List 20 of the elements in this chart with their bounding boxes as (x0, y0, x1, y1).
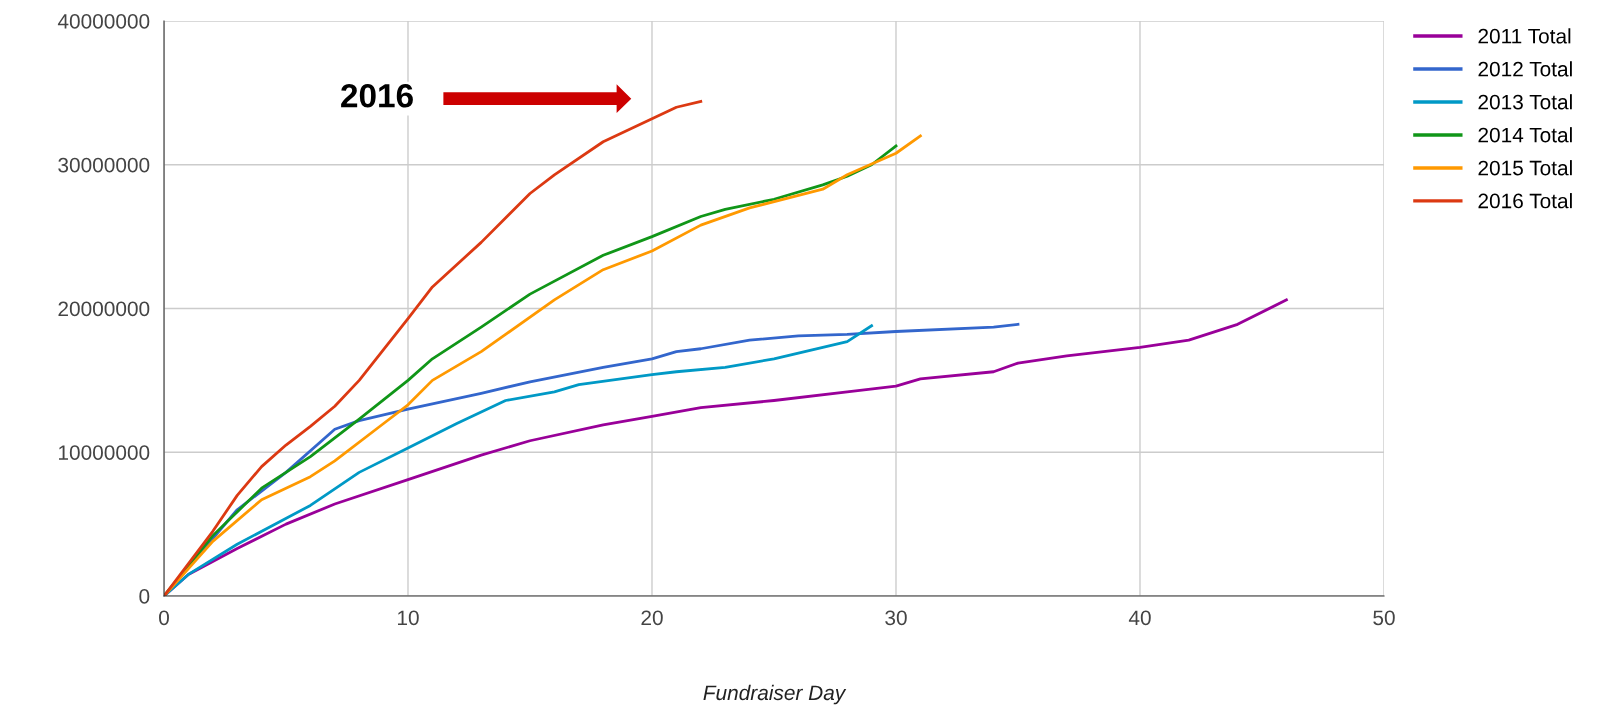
y-tick-label: 10000000 (59, 445, 150, 460)
x-tick-label: 10 (398, 610, 419, 626)
legend-label: 2015 Total (1478, 160, 1572, 176)
legend-label: 2013 Total (1478, 94, 1572, 110)
legend-label: 2012 Total (1478, 61, 1572, 77)
legend-label: 2011 Total (1478, 28, 1571, 44)
x-axis-title: Fundraiser Day (703, 684, 847, 705)
x-tick-label: 20 (641, 610, 663, 626)
x-tick-label: 50 (1373, 610, 1395, 626)
line-series (164, 324, 873, 596)
y-tick-label: 30000000 (58, 157, 150, 173)
legend-label: 2016 Total (1478, 193, 1572, 209)
x-tick-label: 0 (159, 610, 169, 626)
annotation: 2016 (341, 83, 413, 108)
y-tick-label: 20000000 (58, 301, 150, 317)
x-tick-label: 40 (1128, 610, 1151, 626)
y-tick-label: 0 (139, 589, 150, 604)
legend-label: 2014 Total (1478, 127, 1572, 143)
x-tick-label: 30 (885, 610, 907, 626)
y-tick-label: 40000000 (57, 14, 150, 29)
